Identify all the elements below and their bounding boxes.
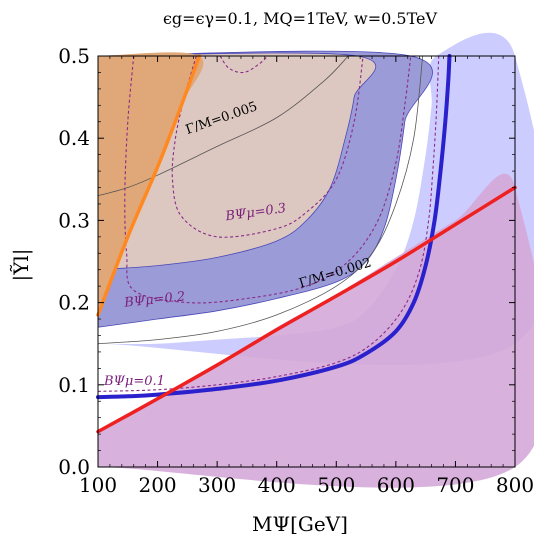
axes-layer: 100 200 300 400 500 600 700 800 0.0 0.1 0.2 0.3 0.4 0… (58, 44, 534, 497)
x-tick-label: 300 (198, 473, 236, 497)
plot-frame (97, 55, 516, 468)
y-tick-label: 0.1 (58, 373, 90, 397)
contours-layer (97, 55, 440, 392)
y-tick-label: 0.5 (58, 44, 90, 68)
chart-title: ϵg=ϵγ=0.1, MQ=1TeV, w=0.5TeV (163, 9, 438, 28)
y-axis-title: |Ỹl| (9, 248, 34, 281)
x-tick-label: 200 (138, 473, 176, 497)
x-tick-label: 100 (79, 473, 117, 497)
b-0-3-contour (171, 55, 364, 238)
x-tick-label: 800 (496, 473, 534, 497)
x-tick-label: 700 (436, 473, 474, 497)
b-0-1-contour-label: BΨμ=0.1 (103, 374, 165, 389)
x-tick-label: 500 (317, 473, 355, 497)
blue-line (96, 54, 452, 400)
b-0-1-contour (97, 55, 440, 392)
x-tick-label: 400 (258, 473, 296, 497)
y-tick-label: 0.4 (58, 126, 90, 150)
red-line (96, 185, 517, 434)
y-tick-label: 0.3 (58, 208, 90, 232)
y-tick-label: 0.0 (58, 455, 90, 479)
gamma-0-005-contour (97, 55, 349, 197)
gamma-0-002-contour (97, 55, 424, 345)
orange-line (96, 54, 202, 317)
upper-left-dashed-contour (219, 55, 269, 74)
x-axis-title: MΨ[GeV] (252, 512, 348, 536)
pink-region (98, 173, 534, 488)
orange-region (98, 52, 204, 315)
x-tick-label: 600 (377, 473, 415, 497)
regions-layer (97, 32, 534, 488)
b-0-2-contour (124, 55, 412, 304)
series-layer (96, 54, 517, 434)
b-0-2-contour-label: BΨμ=0.2 (123, 289, 186, 310)
y-tick-label: 0.2 (58, 291, 90, 315)
